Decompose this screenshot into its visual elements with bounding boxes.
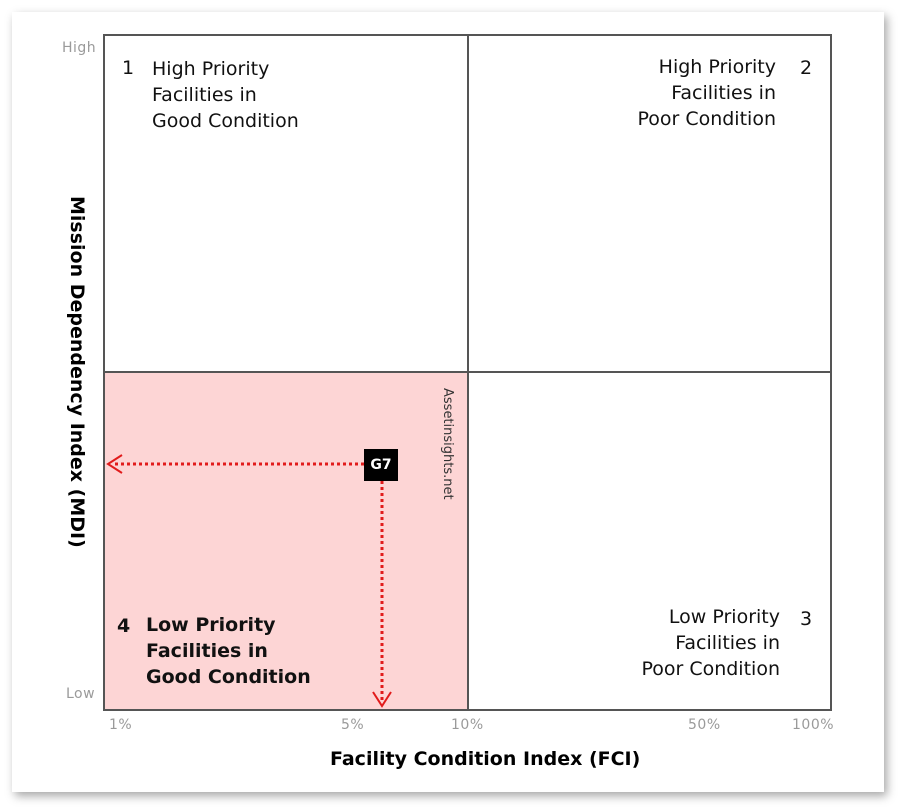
quadrant-3-line-1: Low Priority [668, 606, 780, 628]
x-tick-2: 5% [341, 717, 365, 733]
quadrant-2-label: High Priority Facilities in Poor Conditi… [600, 54, 776, 132]
x-axis-title: Facility Condition Index (FCI) [330, 748, 641, 770]
x-tick-4: 50% [688, 717, 721, 733]
facility-marker-g7[interactable]: G7 [364, 449, 398, 481]
quadrant-2-line-2: Facilities in [671, 82, 776, 104]
left-arrowhead [106, 454, 123, 474]
quadrant-1 [103, 34, 469, 373]
marker-label: G7 [370, 457, 392, 473]
x-tick-3: 10% [451, 717, 484, 733]
quadrant-3-number: 3 [800, 608, 813, 630]
y-axis-low-label: Low [66, 686, 96, 702]
quadrant-1-line-1: High Priority [152, 58, 270, 80]
quadrant-1-number: 1 [122, 57, 135, 79]
quadrant-2-number: 2 [800, 57, 813, 79]
quadrant-2-line-1: High Priority [658, 56, 776, 78]
quadrant-1-line-2: Facilities in [152, 84, 257, 106]
quadrant-4-label: Low Priority Facilities in Good Conditio… [146, 612, 311, 690]
quadrant-3 [467, 371, 832, 711]
quadrant-1-line-3: Good Condition [152, 110, 299, 132]
down-arrowhead [372, 691, 392, 708]
quadrant-2-line-3: Poor Condition [637, 108, 776, 130]
x-tick-5: 100% [792, 717, 835, 733]
y-axis-high-label: High [62, 40, 97, 56]
quadrant-4-line-3: Good Condition [146, 666, 311, 688]
quadrant-4-line-2: Facilities in [146, 640, 268, 662]
quadrant-3-line-3: Poor Condition [641, 658, 780, 680]
quadrant-3-line-2: Facilities in [675, 632, 780, 654]
quadrant-4-line-1: Low Priority [146, 614, 276, 636]
quadrant-3-label: Low Priority Facilities in Poor Conditio… [604, 604, 780, 682]
x-tick-1: 1% [109, 717, 133, 733]
quadrant-4-number: 4 [117, 615, 131, 637]
quadrant-4 [103, 371, 469, 711]
quadrant-1-label: High Priority Facilities in Good Conditi… [152, 56, 299, 134]
